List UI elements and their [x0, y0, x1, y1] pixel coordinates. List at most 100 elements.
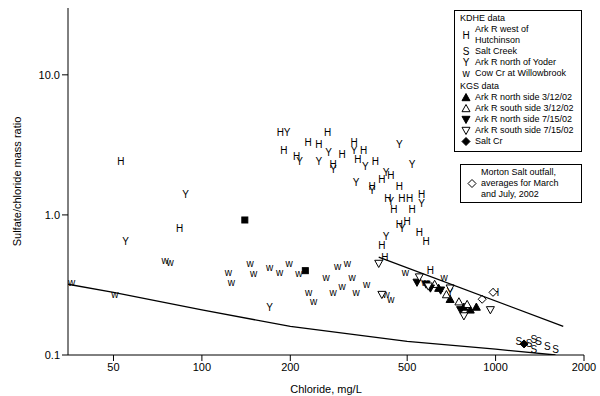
svg-text:Y: Y	[284, 127, 291, 138]
html-text:KGS data: KGS data	[460, 81, 499, 91]
svg-text:w: w	[161, 255, 169, 267]
svg-text:Y: Y	[418, 198, 425, 209]
svg-text:H: H	[280, 145, 287, 156]
svg-text:H: H	[387, 170, 395, 182]
html-text:Ark R south side 3/12/02: Ark R south side 3/12/02	[475, 103, 574, 113]
svg-text:H: H	[381, 251, 389, 263]
svg-text:1.0: 1.0	[45, 209, 60, 221]
html-text:Ark R north side 3/12/02: Ark R north side 3/12/02	[475, 92, 573, 102]
svg-text:Y: Y	[383, 167, 390, 178]
svg-text:S: S	[463, 46, 470, 57]
html-text:Ark R north side 7/15/02: Ark R north side 7/15/02	[475, 114, 573, 124]
html-text:Ark R south side 7/15/02: Ark R south side 7/15/02	[475, 125, 574, 135]
svg-text:w: w	[275, 267, 284, 278]
svg-text:H: H	[305, 137, 312, 148]
svg-text:500: 500	[398, 361, 416, 373]
svg-text:H: H	[176, 223, 183, 234]
svg-text:w: w	[265, 262, 274, 273]
svg-text:Y: Y	[330, 164, 337, 175]
svg-text:w: w	[351, 287, 360, 298]
svg-text:H: H	[117, 156, 124, 167]
svg-text:H: H	[324, 127, 331, 138]
svg-text:Y: Y	[325, 147, 332, 158]
svg-text:Sulfate/chloride mass ratio: Sulfate/chloride mass ratio	[11, 117, 23, 247]
svg-text:w: w	[295, 268, 303, 280]
svg-text:S: S	[544, 341, 551, 352]
svg-text:w: w	[322, 272, 331, 283]
svg-text:H: H	[396, 181, 403, 192]
svg-text:H: H	[398, 193, 405, 204]
svg-text:H: H	[378, 240, 385, 251]
svg-text:H: H	[390, 203, 398, 215]
svg-text:Y: Y	[369, 185, 376, 196]
svg-text:w: w	[284, 258, 293, 269]
svg-text:H: H	[372, 156, 379, 167]
svg-text:Y: Y	[315, 156, 322, 167]
svg-text:H: H	[354, 153, 362, 165]
html-text:Morton Salt outfall, averages: Morton Salt outfall, averages for March …	[481, 167, 559, 199]
html-text:Ark R west of Hutchinson: Ark R west of Hutchinson	[475, 24, 529, 45]
svg-text:H: H	[315, 139, 322, 150]
svg-text:w: w	[224, 266, 232, 278]
svg-text:Y: Y	[122, 236, 129, 247]
svg-text:H: H	[338, 149, 345, 160]
svg-text:H: H	[409, 204, 416, 215]
svg-text:w: w	[309, 296, 318, 307]
svg-text:w: w	[110, 289, 119, 300]
svg-text:Y: Y	[388, 196, 395, 207]
svg-text:Y: Y	[396, 139, 403, 150]
svg-text:w: w	[246, 258, 254, 269]
svg-text:w: w	[386, 294, 395, 305]
svg-text:H: H	[415, 226, 423, 238]
svg-text:H: H	[462, 30, 469, 41]
svg-text:10.0: 10.0	[39, 69, 60, 81]
html-text:S S: S S	[515, 335, 533, 350]
svg-text:w: w	[305, 286, 313, 298]
svg-text:w: w	[401, 266, 409, 278]
svg-text:Y: Y	[296, 156, 303, 167]
html-text:Cow Cr at Willowbrook: Cow Cr at Willowbrook	[475, 68, 566, 78]
svg-text:w: w	[461, 68, 470, 79]
svg-text:w: w	[362, 279, 371, 290]
svg-text:w: w	[249, 268, 258, 279]
svg-text:Y: Y	[353, 177, 360, 188]
svg-text:w: w	[227, 277, 236, 288]
html-text:Salt Creek: Salt Creek	[475, 46, 517, 56]
svg-text:Y: Y	[399, 223, 406, 234]
svg-text:H: H	[427, 265, 434, 276]
svg-text:H: H	[359, 144, 368, 156]
svg-text:H: H	[378, 173, 386, 185]
html-text:Salt Cr: Salt Cr	[475, 136, 503, 146]
svg-text:Y: Y	[266, 302, 273, 313]
svg-text:w: w	[329, 287, 338, 298]
svg-text:Y: Y	[409, 159, 416, 170]
svg-text:w: w	[166, 257, 175, 268]
svg-text:w: w	[68, 277, 76, 288]
svg-text:Y: Y	[383, 231, 390, 242]
svg-text:Y: Y	[351, 145, 358, 156]
svg-text:Chloride, mg/L: Chloride, mg/L	[290, 383, 362, 395]
svg-text:H: H	[276, 126, 284, 138]
svg-text:H: H	[403, 215, 411, 227]
svg-text:w: w	[337, 281, 346, 292]
svg-text:w: w	[333, 261, 342, 272]
svg-text:S: S	[552, 344, 559, 355]
html-text:KDHE data: KDHE data	[460, 13, 505, 23]
svg-text:w: w	[348, 272, 357, 283]
svg-text:H: H	[418, 188, 426, 200]
svg-text:Y: Y	[182, 189, 189, 200]
svg-text:S: S	[531, 334, 538, 345]
svg-text:H: H	[422, 236, 429, 247]
svg-text:w: w	[343, 258, 352, 269]
svg-text:H: H	[350, 136, 358, 148]
svg-text:200: 200	[281, 361, 299, 373]
svg-text:1000: 1000	[483, 361, 507, 373]
svg-text:0.1: 0.1	[45, 349, 60, 361]
html-text:Ark R north of Yoder: Ark R north of Yoder	[475, 57, 557, 67]
svg-text:Y: Y	[362, 161, 369, 172]
svg-text:H: H	[406, 193, 414, 205]
svg-text:2000: 2000	[572, 361, 592, 373]
svg-text:50: 50	[107, 361, 119, 373]
svg-text:100: 100	[193, 361, 211, 373]
svg-text:Y: Y	[463, 57, 470, 68]
